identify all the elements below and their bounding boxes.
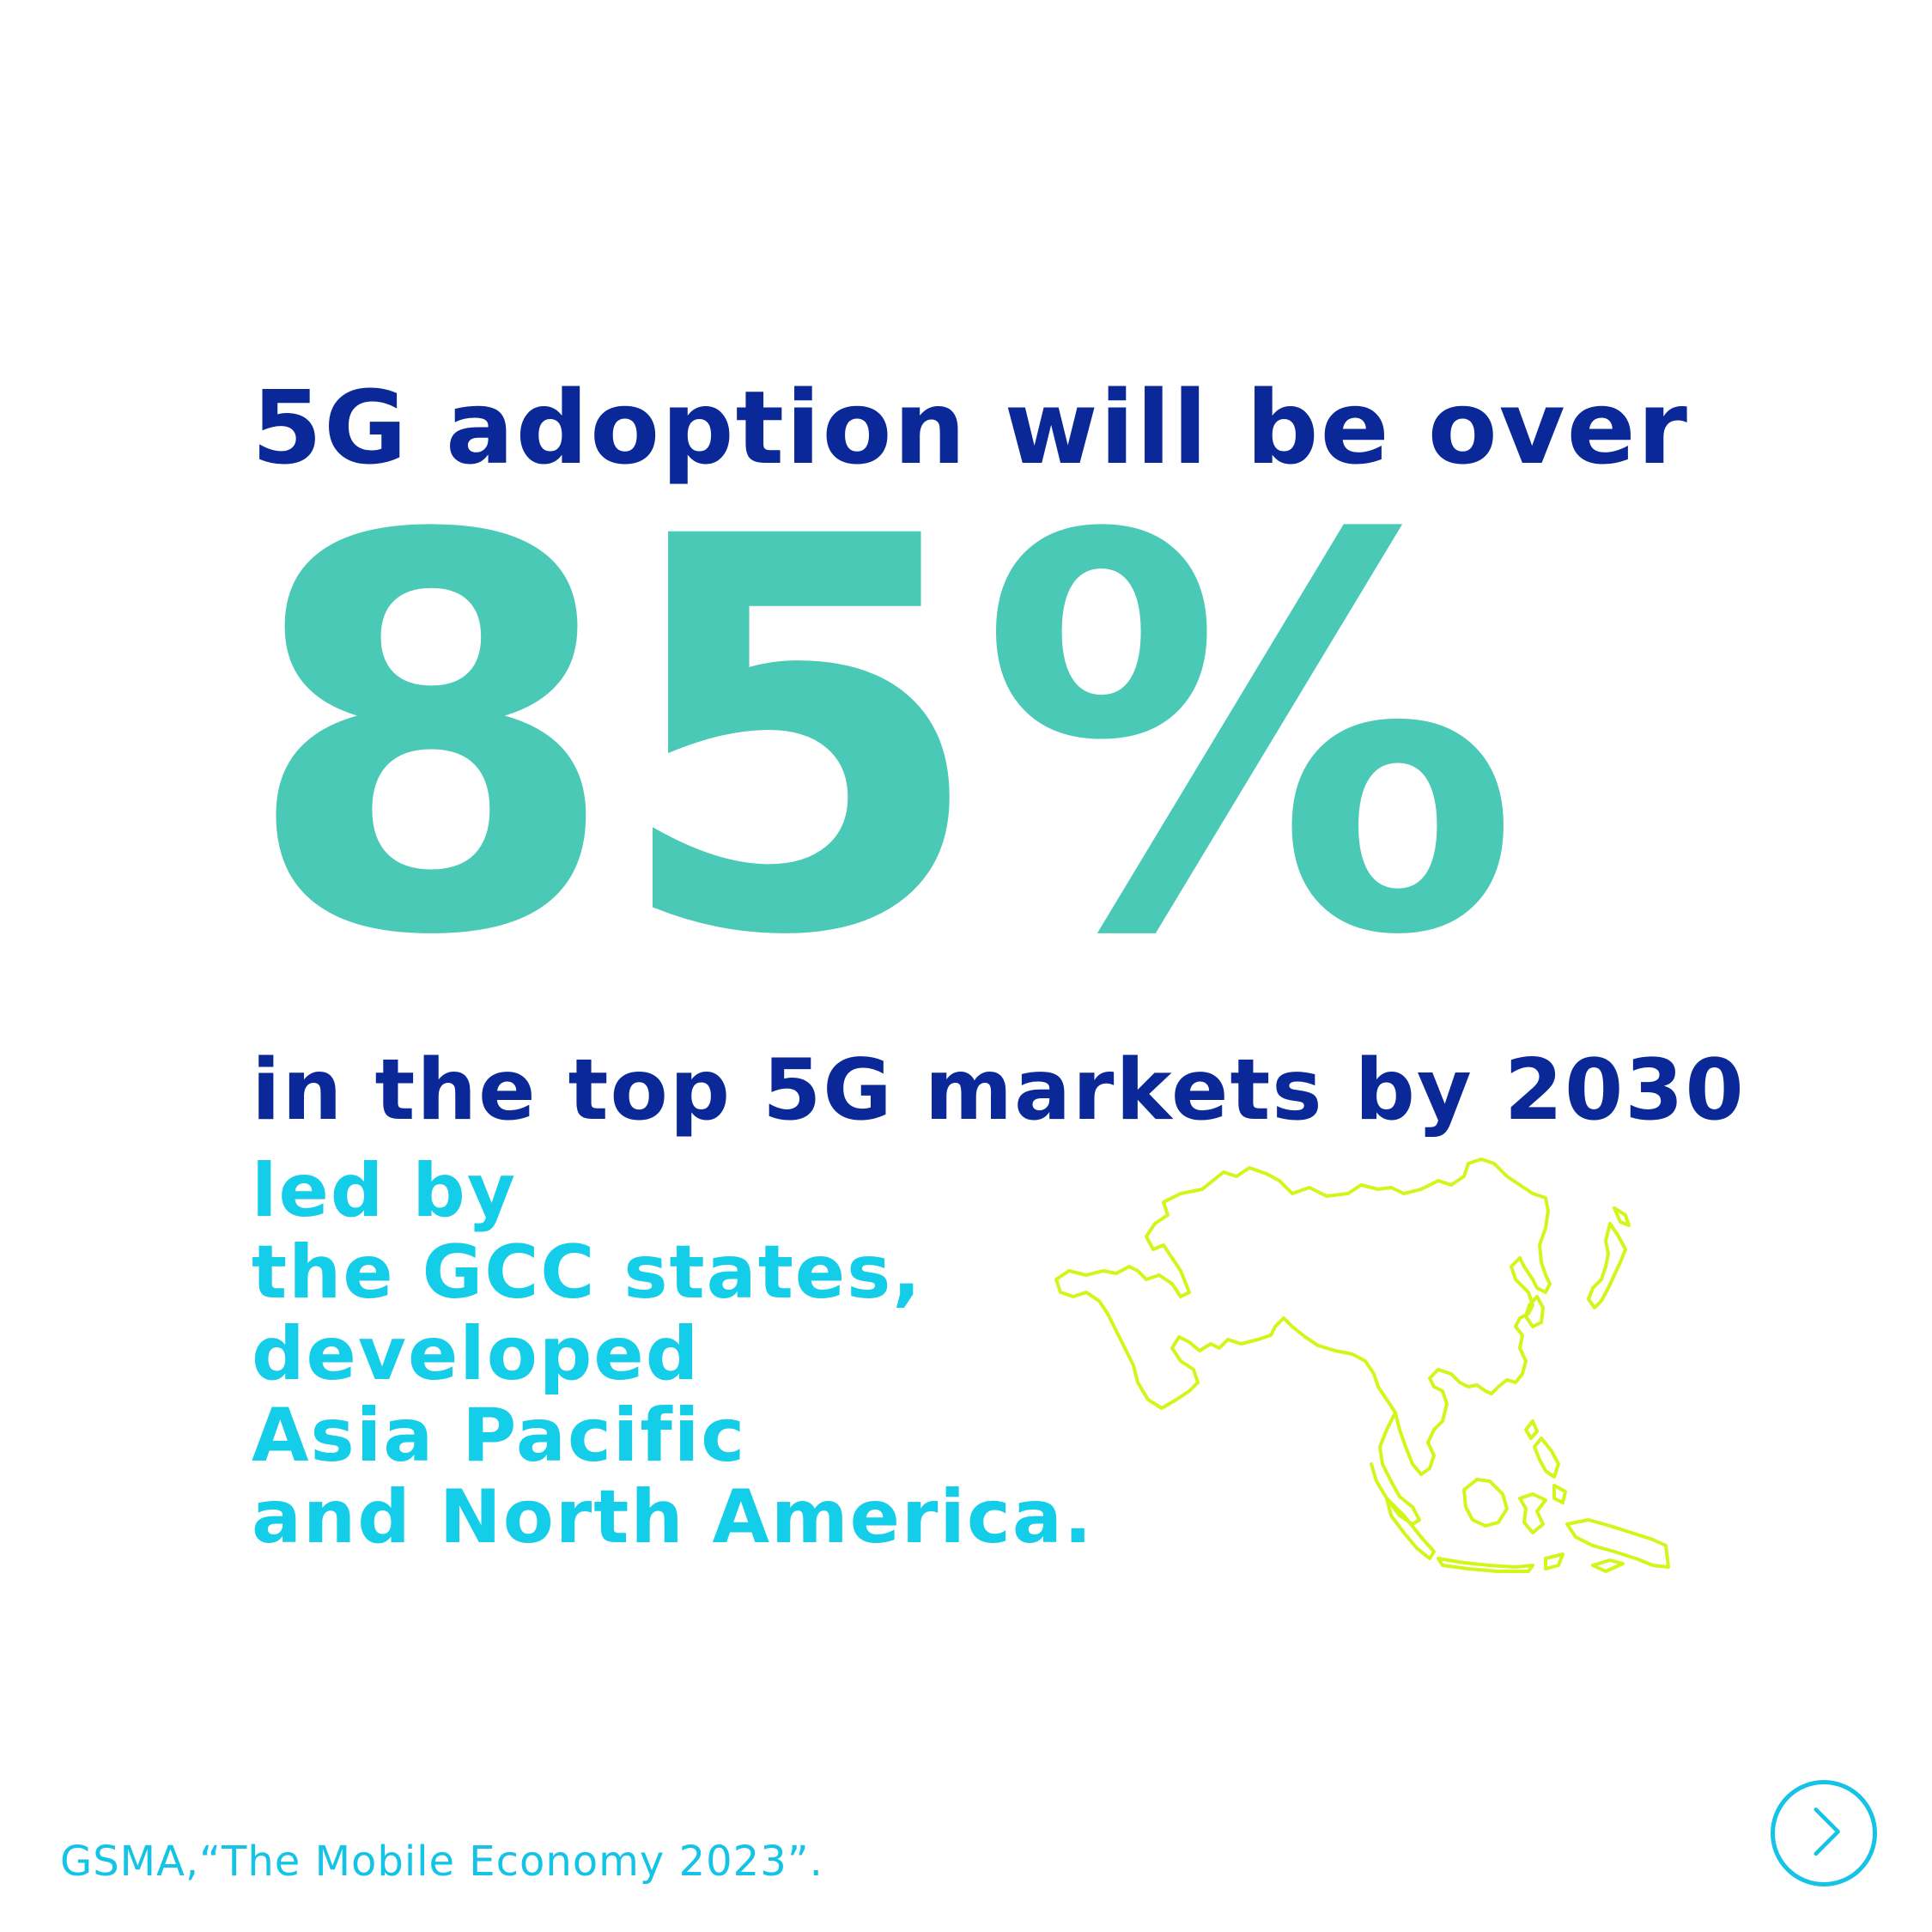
leaders-list: led by the GCC states, developed Asia Pa… (252, 1151, 1094, 1558)
leaders-line: the GCC states, (252, 1230, 922, 1315)
stat-percentage: 85% (243, 423, 1521, 1054)
asia-pacific-map-icon (1054, 1157, 1670, 1573)
source-citation: GSMA,“The Mobile Economy 2023”. (60, 1838, 823, 1886)
leaders-line: led by (252, 1148, 517, 1234)
leaders-line: developed (252, 1311, 701, 1397)
leaders-line: Asia Pacific (252, 1393, 747, 1479)
next-button[interactable] (1771, 1780, 1877, 1886)
subline: in the top 5G markets by 2030 (252, 1042, 1746, 1139)
headline: 5G adoption will be over (252, 368, 1689, 487)
chevron-right-icon (1814, 1807, 1840, 1856)
leaders-line: and North America. (252, 1474, 1094, 1560)
